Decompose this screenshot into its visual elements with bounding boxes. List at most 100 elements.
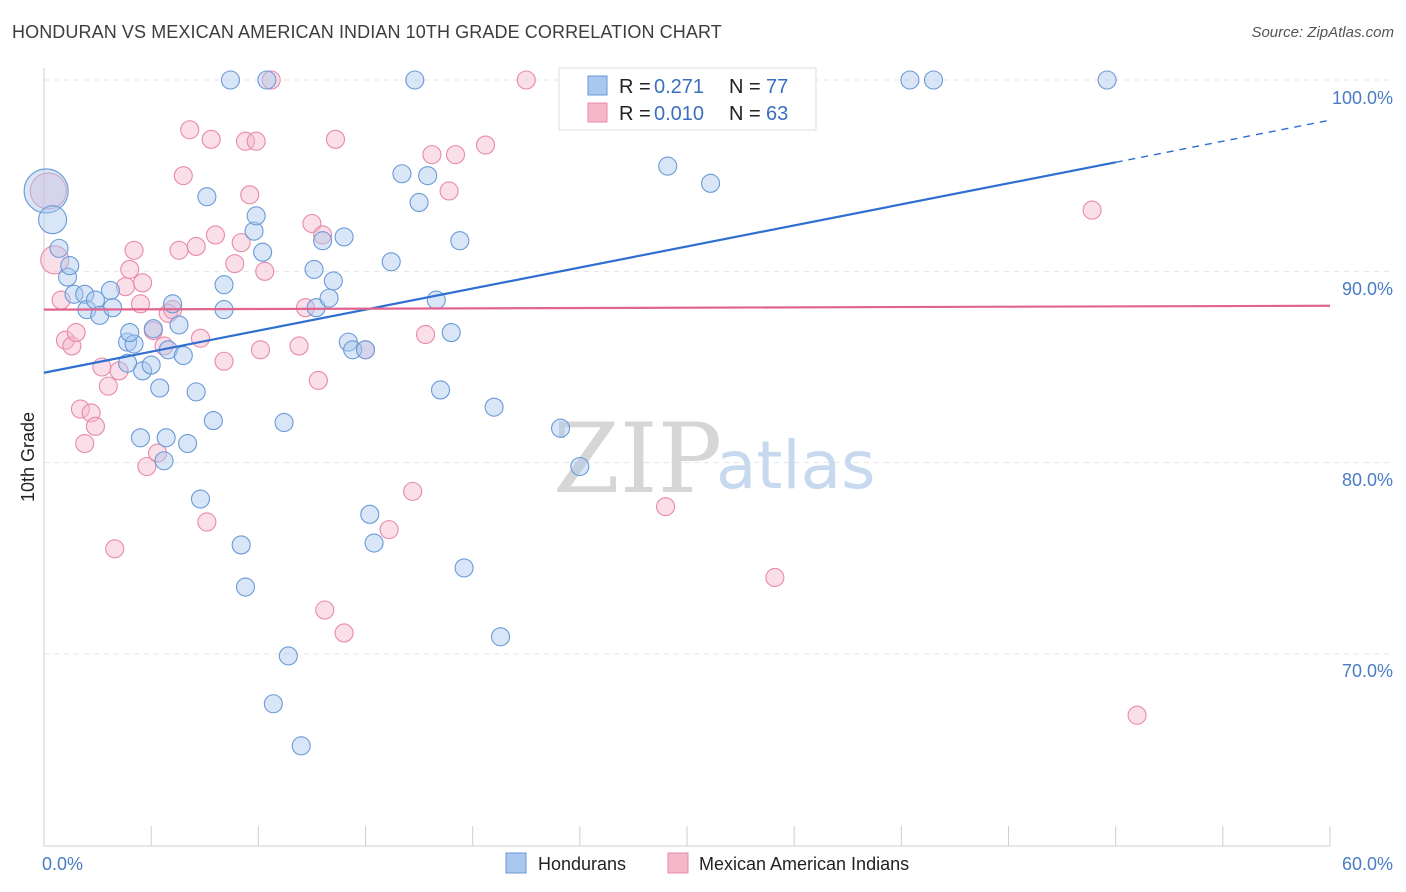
honduran-point [154,451,174,471]
honduran-point [418,166,438,186]
honduran-point [313,231,333,251]
mexican-point [656,497,676,517]
honduran-point [319,288,339,308]
mexican-point [205,225,226,245]
mexican-point [379,520,399,540]
mexican-point [295,298,316,318]
honduran-point [263,694,283,714]
mexican-point [201,129,221,149]
mexican-point [422,145,442,165]
honduran-point [360,504,380,524]
honduran-point [214,275,234,295]
honduran-point [186,382,206,402]
honduran-point [278,646,298,666]
honduran-point [323,271,343,291]
honduran-point [381,252,401,272]
legend: Hondurans Mexican American Indians [505,852,909,874]
honduran-point [246,206,266,226]
stats-r-value-hondurans: 0.271 [654,76,704,98]
mexican-point [190,328,211,348]
mexican-point [415,324,436,345]
honduran-point [291,736,311,756]
mexican-point [180,120,200,140]
mexican-point [250,340,271,360]
mexican-point [105,539,125,559]
honduran-point [58,267,78,287]
gridlines [44,79,1392,655]
honduran-point [441,323,461,343]
y-tick-label-90: 90.0% [1342,279,1393,299]
honduran-point [409,192,429,213]
hondurans-points [23,70,1117,756]
honduran-point [231,535,251,555]
mexican-point [75,433,95,454]
mexican-point [133,273,153,293]
stats-n-label: N = [729,103,761,125]
honduran-point [60,256,80,276]
stats-r-label: R = [619,103,651,125]
honduran-point [450,231,470,251]
honduran-point [392,164,412,184]
mexican-point [66,323,86,343]
mexican-point [29,172,67,210]
trend-line-hondurans [43,161,1116,374]
mexican-point [261,70,281,90]
mexican-point [313,225,333,245]
y-tick-label-70: 70.0% [1342,661,1393,681]
honduran-point [355,340,376,360]
honduran-point [701,173,721,193]
mexican-point [765,567,785,588]
legend-swatch-hondurans [505,852,527,874]
honduran-point [274,412,294,433]
honduran-point [570,456,590,477]
mexican-point [85,416,105,436]
mexican-point [439,181,459,201]
trend-line-mexican [43,304,1331,311]
stats-n-label: N = [729,76,761,98]
trend-lines [43,119,1331,374]
x-tick-label-min: 0.0% [42,854,83,874]
honduran-point [100,280,120,301]
honduran-point [658,156,678,176]
mexican-point [197,512,217,532]
legend-label-mexican: Mexican American Indians [699,854,909,874]
honduran-point [253,242,273,262]
honduran-point [334,227,354,247]
watermark-zip: ZIP [553,403,722,515]
honduran-point [244,221,264,241]
honduran-point [124,334,144,354]
honduran-point [454,558,474,578]
honduran-point [484,397,504,417]
honduran-point [156,428,176,448]
honduran-point [143,319,163,339]
y-tick-label-100: 100.0% [1332,88,1393,108]
x-tick-label-max: 60.0% [1342,854,1393,874]
honduran-point [923,70,944,90]
source-credit: Source: ZipAtlas.com [1251,24,1394,41]
honduran-point [169,315,189,335]
honduran-point [405,70,425,90]
honduran-point [550,418,571,438]
y-tick-label-80: 80.0% [1342,470,1393,490]
legend-label-hondurans: Hondurans [538,854,626,874]
mexican-point [516,70,536,90]
honduran-point [75,284,95,304]
honduran-point [130,428,150,448]
honduran-point [364,533,384,553]
honduran-point [190,489,211,509]
mexican-point [240,185,260,205]
mexican-point [1082,200,1102,220]
mexican-point [1127,705,1147,725]
mexican-point [169,240,189,260]
mexican-point [124,240,144,260]
honduran-point [49,238,69,258]
trend-line-hondurans-extension [1115,119,1331,163]
stats-swatch-hondurans [587,75,608,96]
honduran-point [178,433,198,454]
mexican-point [137,456,157,477]
zipatlas-watermark: ZIP atlas [553,403,876,515]
honduran-point [490,627,511,647]
mexican-point [148,443,168,463]
mexican-point [231,233,251,253]
